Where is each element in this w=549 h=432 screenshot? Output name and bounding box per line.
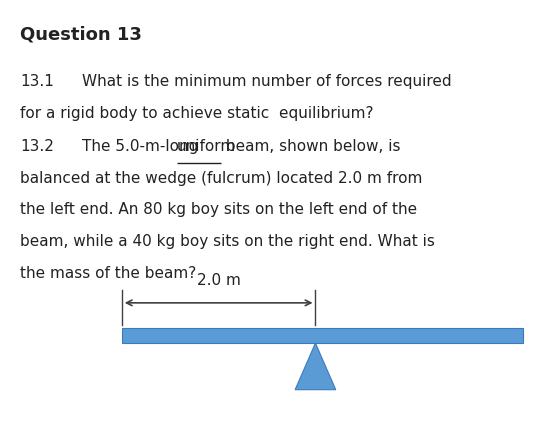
Text: for a rigid body to achieve static  equilibrium?: for a rigid body to achieve static equil… <box>20 106 374 121</box>
Text: balanced at the wedge (fulcrum) located 2.0 m from: balanced at the wedge (fulcrum) located … <box>20 171 423 186</box>
Bar <box>122 328 523 343</box>
Text: 13.2: 13.2 <box>20 139 54 154</box>
Text: the mass of the beam?: the mass of the beam? <box>20 266 197 281</box>
Polygon shape <box>295 343 336 390</box>
Text: The 5.0-m-long: The 5.0-m-long <box>82 139 203 154</box>
Text: Question 13: Question 13 <box>20 25 142 43</box>
Text: the left end. An 80 kg boy sits on the left end of the: the left end. An 80 kg boy sits on the l… <box>20 203 417 217</box>
Text: What is the minimum number of forces required: What is the minimum number of forces req… <box>82 74 451 89</box>
Text: uniform: uniform <box>177 139 236 154</box>
Text: 2.0 m: 2.0 m <box>197 273 240 288</box>
Text: 13.1: 13.1 <box>20 74 54 89</box>
Text: beam, shown below, is: beam, shown below, is <box>221 139 401 154</box>
Text: beam, while a 40 kg boy sits on the right end. What is: beam, while a 40 kg boy sits on the righ… <box>20 234 435 249</box>
